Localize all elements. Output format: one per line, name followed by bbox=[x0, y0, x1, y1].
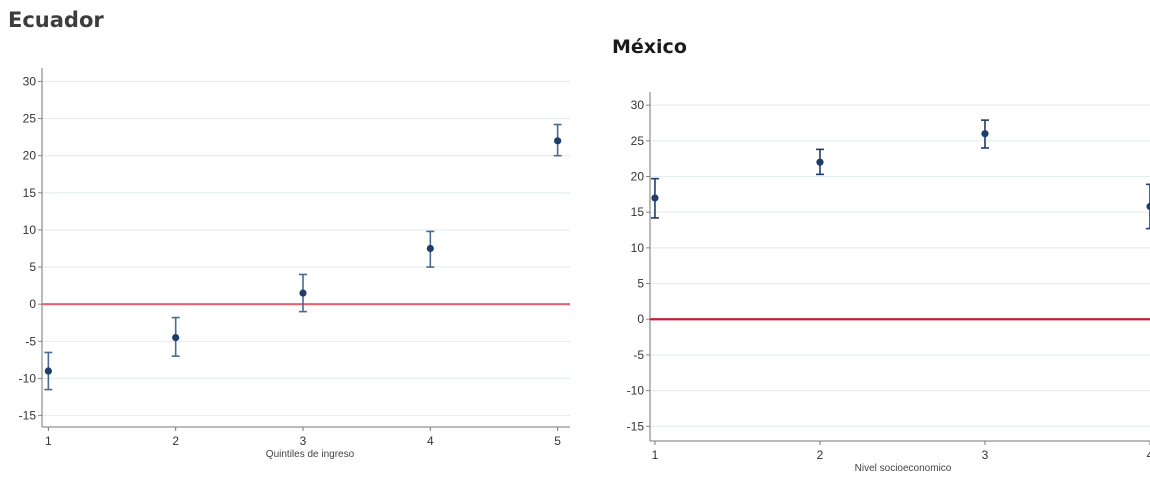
chart-title-ecuador: Ecuador bbox=[8, 8, 104, 32]
y-tick-label: -10 bbox=[19, 371, 37, 385]
y-tick-label: 25 bbox=[23, 112, 37, 126]
y-tick-label: 10 bbox=[23, 223, 37, 237]
data-point bbox=[981, 130, 989, 138]
y-tick-label: 30 bbox=[631, 98, 645, 112]
data-point bbox=[426, 244, 434, 253]
y-tick-label: 10 bbox=[631, 241, 645, 255]
x-tick-label: 1 bbox=[652, 448, 659, 462]
y-tick-label: -15 bbox=[19, 409, 37, 423]
data-point bbox=[816, 158, 824, 166]
mexico-chart: 30 25 20 15 10 5 0 -5 -10 -15 1 2 3 4 Nivel socioecono… bbox=[627, 92, 1150, 474]
y-tick-label: 30 bbox=[23, 74, 37, 88]
x-tick-label: 4 bbox=[427, 434, 434, 448]
chart-title-mexico: México bbox=[612, 36, 687, 58]
x-tick-label: 4 bbox=[1147, 448, 1150, 462]
y-tick-label: -15 bbox=[627, 419, 645, 433]
y-tick-label: 25 bbox=[631, 134, 645, 148]
y-tick-label: 5 bbox=[29, 260, 36, 274]
y-tick-label: -5 bbox=[25, 334, 36, 348]
data-point bbox=[172, 334, 180, 342]
data-point bbox=[44, 367, 52, 375]
data-point bbox=[651, 194, 659, 202]
x-tick-label: 1 bbox=[45, 434, 52, 448]
y-tick-label: -5 bbox=[633, 348, 644, 362]
y-tick-label: 15 bbox=[23, 186, 37, 200]
x-axis-title: Nivel socioeconomico bbox=[855, 463, 952, 474]
y-tick-label: 15 bbox=[631, 205, 645, 219]
x-tick-label: 5 bbox=[554, 434, 561, 448]
y-tick-label: 20 bbox=[631, 170, 645, 184]
data-point bbox=[1146, 202, 1150, 211]
y-tick-label: -10 bbox=[627, 384, 645, 398]
y-tick-label: 5 bbox=[637, 277, 644, 291]
data-point bbox=[554, 137, 562, 145]
data-point bbox=[299, 289, 307, 297]
x-tick-label: 3 bbox=[300, 434, 307, 448]
x-axis-title: Quintiles de ingreso bbox=[266, 449, 355, 460]
ecuador-chart: 30 25 20 15 10 5 0 -5 -10 -15 1 2 3 4 5 Quintiles de in… bbox=[19, 68, 570, 460]
x-tick-label: 3 bbox=[982, 448, 989, 462]
x-tick-label: 2 bbox=[172, 434, 179, 448]
y-tick-label: 0 bbox=[29, 297, 36, 311]
y-tick-label: 20 bbox=[23, 149, 37, 163]
x-tick-label: 2 bbox=[817, 448, 824, 462]
y-tick-label: 0 bbox=[637, 312, 644, 326]
